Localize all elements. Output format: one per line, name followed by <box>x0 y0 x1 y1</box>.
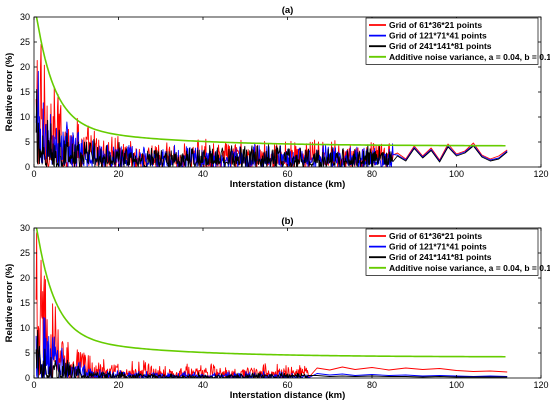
y-tick-label: 15 <box>20 87 30 97</box>
y-tick-label: 25 <box>20 37 30 47</box>
panel-title: (a) <box>282 5 294 16</box>
series-line-noise-variance <box>35 17 506 147</box>
x-tick-label: 60 <box>282 380 292 390</box>
y-tick-label: 10 <box>20 112 30 122</box>
legend-entry-label: Grid of 241*141*81 points <box>389 41 492 51</box>
x-tick-label: 20 <box>113 380 123 390</box>
y-tick-label: 30 <box>20 223 30 233</box>
y-axis-label: Relative error (%) <box>4 53 15 132</box>
x-tick-label: 100 <box>449 169 464 179</box>
y-tick-label: 0 <box>25 162 30 172</box>
legend-entry-label: Grid of 61*36*21 points <box>389 231 482 241</box>
x-tick-label: 0 <box>31 169 36 179</box>
legend-entry-label: Additive noise variance, a = 0.04, b = 0… <box>389 263 550 273</box>
y-tick-label: 30 <box>20 12 30 22</box>
x-tick-label: 120 <box>533 380 548 390</box>
y-axis-label: Relative error (%) <box>4 264 15 343</box>
x-tick-label: 60 <box>282 169 292 179</box>
series-line-0 <box>35 232 508 378</box>
x-tick-label: 80 <box>367 380 377 390</box>
series-line-noise-variance <box>35 228 506 358</box>
y-tick-label: 10 <box>20 323 30 333</box>
y-tick-label: 5 <box>25 348 30 358</box>
panel-b: (b) 0 20 40 60 80 100 120 0 5 10 15 20 25 30 Interstati… <box>4 216 550 401</box>
x-tick-label: 20 <box>113 169 123 179</box>
series-line-2 <box>35 329 508 378</box>
x-tick-label: 120 <box>533 169 548 179</box>
y-tick-label: 5 <box>25 137 30 147</box>
y-tick-label: 20 <box>20 273 30 283</box>
legend-box <box>365 228 539 276</box>
y-tick-label: 25 <box>20 248 30 258</box>
x-tick-label: 100 <box>449 380 464 390</box>
legend-entry-label: Additive noise variance, a = 0.04, b = 0… <box>389 52 550 62</box>
x-tick-label: 40 <box>198 169 208 179</box>
legend-entry-label: Grid of 121*71*41 points <box>389 242 487 252</box>
x-tick-label: 80 <box>367 169 377 179</box>
y-tick-label: 15 <box>20 298 30 308</box>
legend-entry-label: Grid of 121*71*41 points <box>389 31 487 41</box>
x-axis-label: Interstation distance (km) <box>230 179 346 190</box>
x-axis-label: Interstation distance (km) <box>230 390 346 401</box>
legend-entry-label: Grid of 241*141*81 points <box>389 252 492 262</box>
y-tick-label: 20 <box>20 62 30 72</box>
x-tick-label: 0 <box>31 380 36 390</box>
y-tick-label: 0 <box>25 373 30 383</box>
panel-a: (a) 0 20 40 60 80 100 120 0 5 10 15 20 25 30 Interstati… <box>4 5 550 190</box>
plot-area <box>35 228 508 378</box>
x-tick-label: 40 <box>198 380 208 390</box>
legend-entry-label: Grid of 61*36*21 points <box>389 20 482 30</box>
legend-box <box>365 17 539 65</box>
panel-title: (b) <box>281 216 293 227</box>
